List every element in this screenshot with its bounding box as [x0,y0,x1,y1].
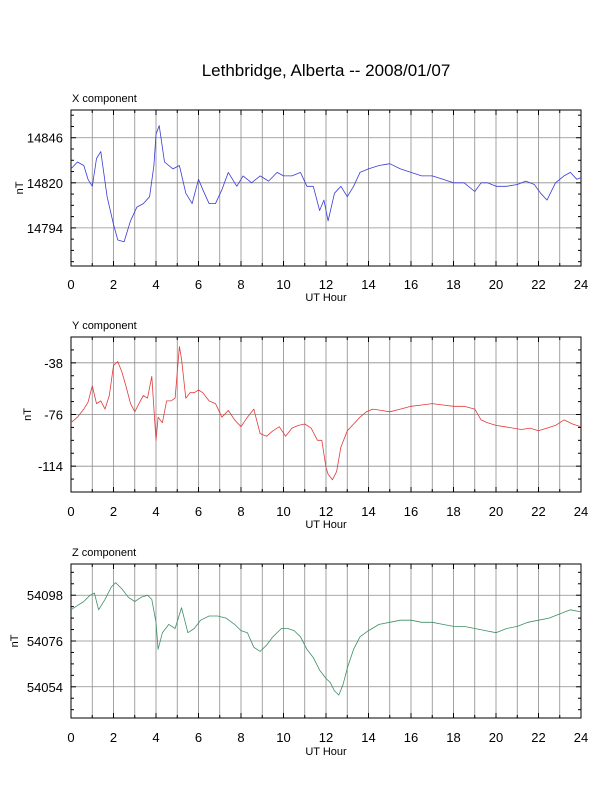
x-tick-label: 22 [531,504,545,519]
x-tick-label: 14 [361,277,375,292]
x-tick-label: 18 [446,504,460,519]
x-tick-label: 20 [489,730,503,745]
x-axis-label: UT Hour [305,746,347,758]
x-tick-label: 2 [110,277,117,292]
y-axis-label: nT [22,408,34,421]
y-axis-label: nT [14,181,26,194]
x-tick-label: 24 [574,277,588,292]
x-tick-label: 16 [404,504,418,519]
x-tick-label: 20 [489,504,503,519]
series-line-2 [70,346,582,481]
x-tick-label: 6 [195,277,202,292]
x-tick-label: 12 [319,277,333,292]
x-tick-label: 10 [276,504,290,519]
panel-title: X component [72,93,137,105]
x-axis-label: UT Hour [305,292,347,304]
y-tick-label: 14794 [27,221,63,236]
y-tick-label: -114 [38,459,63,474]
x-tick-label: 0 [67,504,74,519]
x-tick-label: 22 [531,730,545,745]
x-tick-label: 16 [404,730,418,745]
x-tick-label: 18 [446,277,460,292]
panel-title: Y component [72,320,137,332]
x-tick-label: 24 [574,730,588,745]
x-tick-label: 0 [67,730,74,745]
y-tick-label: 14820 [27,176,63,191]
x-tick-label: 4 [152,277,159,292]
x-tick-label: 6 [195,504,202,519]
y-tick-label: -76 [44,408,63,423]
x-tick-label: 12 [319,730,333,745]
x-tick-label: 10 [276,277,290,292]
x-tick-label: 4 [152,730,159,745]
x-tick-label: 10 [276,730,290,745]
x-tick-label: 8 [237,277,244,292]
x-tick-label: 22 [531,277,545,292]
y-tick-label: 54076 [27,634,63,649]
x-tick-label: 2 [110,504,117,519]
x-tick-label: 8 [237,730,244,745]
x-tick-label: 12 [319,504,333,519]
panel-2: 0 2 4 6 8 10 12 14 16 18 20 22 24-114-76-38Y compone… [22,320,588,531]
x-tick-label: 4 [152,504,159,519]
y-tick-label: -38 [44,356,63,371]
series-line-3 [70,582,582,696]
figure-title: Lethbridge, Alberta -- 2008/01/07 [202,61,451,80]
x-tick-label: 14 [361,504,375,519]
y-tick-label: 54054 [27,680,63,695]
series-line-1 [70,125,582,243]
x-tick-label: 14 [361,730,375,745]
x-tick-label: 18 [446,730,460,745]
x-tick-label: 20 [489,277,503,292]
y-tick-label: 14846 [27,131,63,146]
y-axis-label: nT [9,634,21,647]
x-tick-label: 0 [67,277,74,292]
x-tick-label: 8 [237,504,244,519]
x-tick-label: 2 [110,730,117,745]
y-tick-label: 54098 [27,588,63,603]
x-tick-label: 24 [574,504,588,519]
x-axis-label: UT Hour [305,519,347,531]
panel-title: Z component [72,547,136,559]
x-tick-label: 6 [195,730,202,745]
x-tick-label: 16 [404,277,418,292]
